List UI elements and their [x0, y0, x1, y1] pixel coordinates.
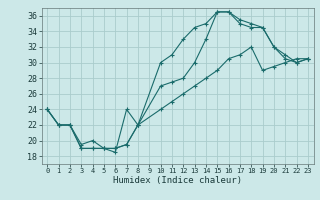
X-axis label: Humidex (Indice chaleur): Humidex (Indice chaleur): [113, 176, 242, 185]
